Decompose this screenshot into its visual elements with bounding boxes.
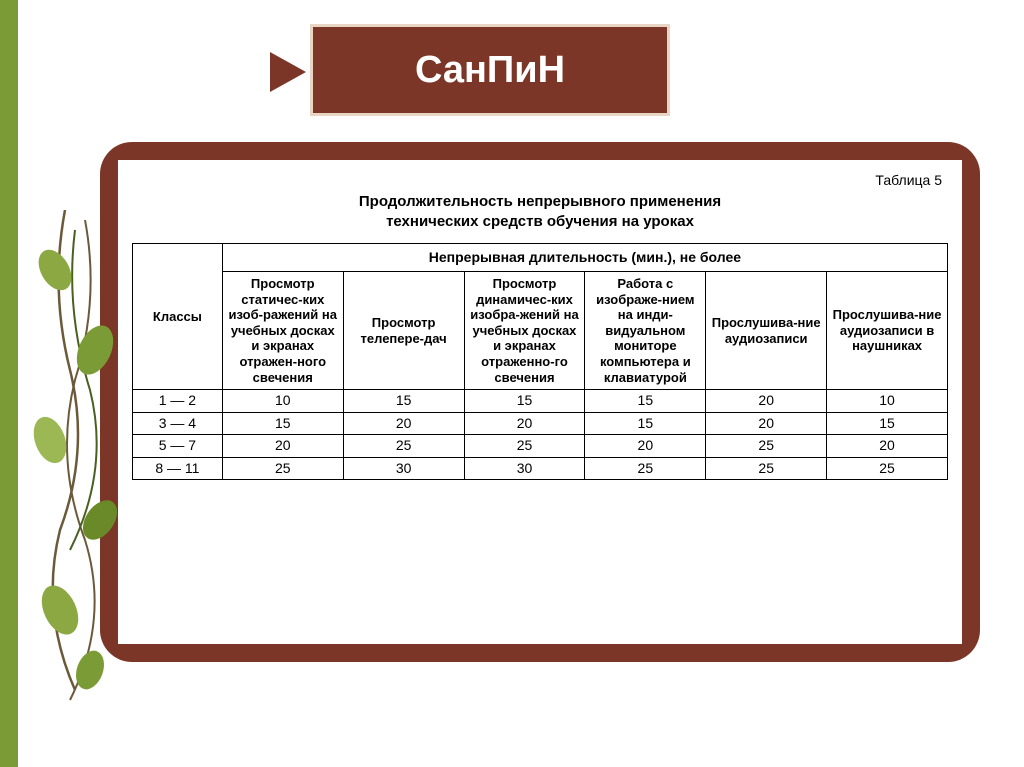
cell-value: 25 (706, 435, 827, 458)
title-arrow (270, 52, 306, 92)
cell-value: 20 (585, 435, 706, 458)
cell-value: 25 (585, 457, 706, 480)
col-header-4: Работа с изображе-нием на инди-видуально… (585, 272, 706, 390)
table-header-row-2: Просмотр статичес-ких изоб-ражений на уч… (133, 272, 948, 390)
table-row: 8 — 11 25 30 30 25 25 25 (133, 457, 948, 480)
table-header-row-1: Классы Непрерывная длительность (мин.), … (133, 243, 948, 272)
col-header-3: Просмотр динамичес-ких изобра-жений на у… (464, 272, 585, 390)
left-green-border (0, 0, 18, 767)
cell-value: 25 (706, 457, 827, 480)
table-title: Продолжительность непрерывного применени… (132, 192, 948, 233)
content-frame: Таблица 5 Продолжительность непрерывного… (100, 142, 980, 662)
col-header-6: Прослушива-ние аудиозаписи в наушниках (827, 272, 948, 390)
cell-value: 15 (585, 412, 706, 435)
cell-value: 20 (706, 412, 827, 435)
cell-value: 20 (827, 435, 948, 458)
cell-value: 20 (706, 390, 827, 413)
cell-value: 15 (222, 412, 343, 435)
col-header-2: Просмотр телепере-дач (343, 272, 464, 390)
col-header-main: Непрерывная длительность (мин.), не боле… (222, 243, 947, 272)
col-header-5: Прослушива-ние аудиозаписи (706, 272, 827, 390)
cell-value: 30 (343, 457, 464, 480)
table-row: 1 — 2 10 15 15 15 20 10 (133, 390, 948, 413)
cell-value: 15 (585, 390, 706, 413)
cell-value: 30 (464, 457, 585, 480)
col-header-1: Просмотр статичес-ких изоб-ражений на уч… (222, 272, 343, 390)
cell-value: 25 (343, 435, 464, 458)
vine-decoration (20, 210, 160, 710)
cell-value: 20 (464, 412, 585, 435)
table-row: 5 — 7 20 25 25 20 25 20 (133, 435, 948, 458)
content-inner: Таблица 5 Продолжительность непрерывного… (118, 160, 962, 644)
cell-value: 15 (827, 412, 948, 435)
table-number: Таблица 5 (132, 172, 948, 188)
cell-value: 25 (464, 435, 585, 458)
title-box: СанПиН (310, 24, 670, 116)
cell-value: 20 (222, 435, 343, 458)
cell-value: 25 (222, 457, 343, 480)
data-table: Классы Непрерывная длительность (мин.), … (132, 243, 948, 481)
cell-value: 15 (464, 390, 585, 413)
cell-value: 20 (343, 412, 464, 435)
cell-value: 10 (827, 390, 948, 413)
cell-value: 25 (827, 457, 948, 480)
cell-value: 10 (222, 390, 343, 413)
table-row: 3 — 4 15 20 20 15 20 15 (133, 412, 948, 435)
cell-value: 15 (343, 390, 464, 413)
slide-title: СанПиН (415, 49, 565, 92)
